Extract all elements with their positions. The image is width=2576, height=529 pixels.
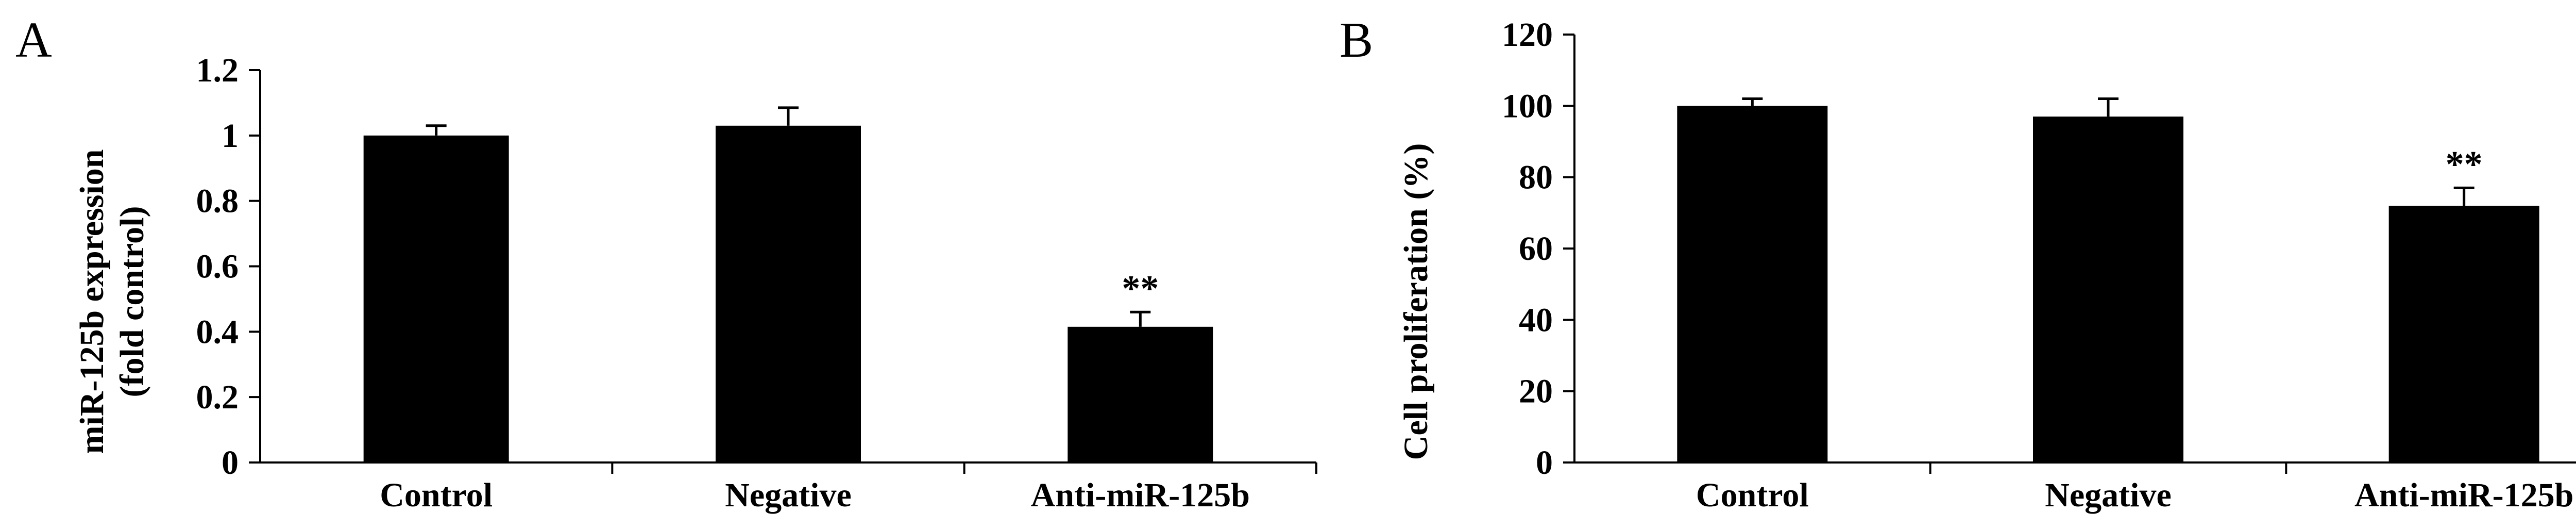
panel-a-y-axis-title-line-2: (fold control) xyxy=(113,206,151,398)
panel-a-bar xyxy=(363,135,509,462)
panel-a-significance-label: ** xyxy=(1122,268,1159,309)
panel-b-bar xyxy=(1677,106,1828,463)
panel-a-y-tick-label: 0.2 xyxy=(196,378,239,416)
panel-a-category-label: Anti-miR-125b xyxy=(1031,476,1250,514)
panel-b-category-label: Control xyxy=(1696,476,1809,514)
panel-b-chart: B Cell proliferation (%) 0 20 40 60 80 100 120… xyxy=(1340,12,2576,514)
panel-a-category-label: Negative xyxy=(725,476,852,514)
panel-a-y-tick-label: 1 xyxy=(222,117,239,155)
panel-b-y-tick-label: 40 xyxy=(1519,301,1553,339)
panel-b-significance-label: ** xyxy=(2446,143,2483,185)
panel-a-y-tick-label: 0.6 xyxy=(196,248,239,286)
panel-b-category-label: Anti-miR-125b xyxy=(2354,476,2573,514)
panel-b-y-axis-title-line-1: Cell proliferation (%) xyxy=(1397,143,1435,460)
panel-a-y-tick-label: 0.4 xyxy=(196,313,239,351)
panel-a-letter: A xyxy=(15,12,52,68)
panel-b-letter: B xyxy=(1340,12,1373,68)
panel-b-bar xyxy=(2388,206,2539,462)
panel-b-y-tick-label: 100 xyxy=(1502,87,1553,125)
panel-b-y-axis-title: Cell proliferation (%) xyxy=(1397,143,1435,460)
panel-b-y-tick-label: 0 xyxy=(1536,444,1553,482)
panel-a-y-tick-label: 0 xyxy=(222,444,239,482)
panel-a-y-axis-title: miR-125b expression (fold control) xyxy=(73,150,151,454)
panel-a-y-tick-label: 0.8 xyxy=(196,183,239,220)
panel-a-chart: A miR-125b expression (fold control) 0 0.… xyxy=(15,12,1317,514)
panel-a-y-tick-label: 1.2 xyxy=(196,52,239,89)
panel-a-category-label: Control xyxy=(380,476,493,514)
panel-b-bar xyxy=(2033,117,2183,463)
panel-b-category-label: Negative xyxy=(2045,476,2172,514)
panel-b-y-tick-label: 20 xyxy=(1519,373,1553,410)
panel-a-y-axis-title-line-1: miR-125b expression xyxy=(73,150,111,454)
panel-a-bar xyxy=(716,125,861,462)
panel-a-bar xyxy=(1067,326,1213,462)
panel-b-y-tick-label: 60 xyxy=(1519,230,1553,268)
panel-b-y-tick-label: 120 xyxy=(1502,16,1553,54)
panel-b-y-tick-label: 80 xyxy=(1519,159,1553,196)
